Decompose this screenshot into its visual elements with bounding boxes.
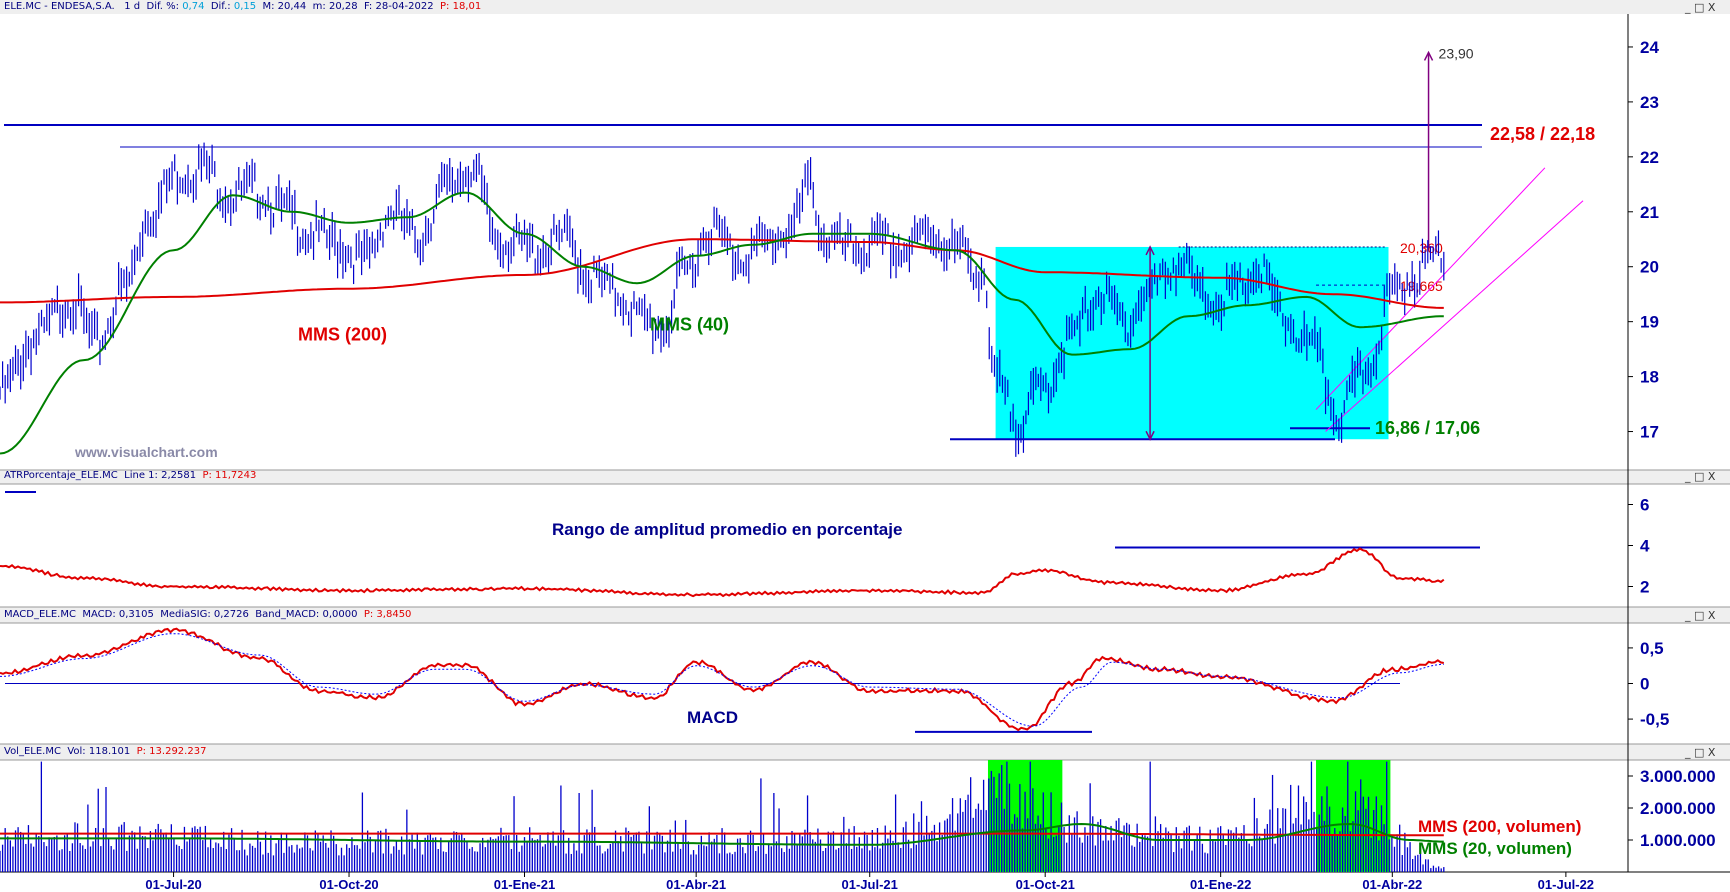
period: 1 d — [124, 1, 141, 12]
x-tick-label: 01-Abr-22 — [1362, 877, 1422, 892]
x-tick-label: 01-Ene-21 — [494, 877, 555, 892]
target-label: 23,90 — [1439, 45, 1474, 61]
watermark: www.visualchart.com — [74, 444, 218, 460]
atr-panel: Rango de amplitud promedio en porcentaje — [0, 491, 1480, 598]
mms-40-line — [0, 191, 1444, 455]
volume-header: Vol_ELE.MC Vol: 118.101 P: 13.292.237 — [4, 746, 207, 757]
y-tick-label: 0 — [1640, 675, 1649, 694]
macd-title: MACD — [687, 708, 738, 727]
volume-panel: MMS (200, volumen) MMS (20, volumen) — [0, 760, 1581, 872]
y-tick-label: 24 — [1640, 38, 1659, 57]
volume-mms-200-line — [0, 832, 1444, 837]
atr-header: ATRPorcentaje_ELE.MC Line 1: 2,2581 P: 1… — [4, 470, 257, 481]
y-tick-label: 19 — [1640, 313, 1659, 332]
axes: 17181920212223242460,50-0,51.000.0002.00… — [145, 38, 1715, 892]
macd-panel: MACD — [0, 627, 1444, 733]
panel-header-strip — [0, 607, 1730, 623]
x-tick-label: 01-Jul-20 — [145, 877, 201, 892]
y-tick-label: 2 — [1640, 578, 1649, 597]
macd-line — [0, 627, 1444, 732]
panel-header-strip — [0, 470, 1730, 484]
y-tick-label: 2.000.000 — [1640, 799, 1716, 818]
level-19665-label: 19,665 — [1400, 278, 1443, 294]
window-controls-macd[interactable]: _ □ X — [1685, 609, 1716, 622]
macd-header: MACD_ELE.MC MACD: 0,3105 MediaSIG: 0,272… — [4, 609, 412, 620]
x-tick-label: 01-Oct-20 — [319, 877, 378, 892]
y-tick-label: 21 — [1640, 203, 1659, 222]
x-tick-label: 01-Jul-22 — [1538, 877, 1594, 892]
atr-title: Rango de amplitud promedio en porcentaje — [552, 520, 902, 539]
y-tick-label: 3.000.000 — [1640, 767, 1716, 786]
support-label: 16,86 / 17,06 — [1375, 418, 1480, 438]
panel-header-strip — [0, 0, 1730, 14]
range-measure-arrow-bottom — [1145, 430, 1155, 441]
chart-background — [0, 0, 1730, 760]
atr-line — [0, 547, 1445, 598]
y-tick-label: 20 — [1640, 258, 1659, 277]
target-arrow-head — [1423, 50, 1434, 61]
y-tick-label: -0,5 — [1640, 710, 1669, 729]
volume-mms-20-line — [0, 822, 1444, 846]
x-tick-label: 01-Abr-21 — [666, 877, 726, 892]
x-tick-label: 01-Oct-21 — [1016, 877, 1075, 892]
x-tick-label: 01-Jul-21 — [842, 877, 898, 892]
macd-signal-line — [0, 633, 1444, 727]
volume-mms-200-label: MMS (200, volumen) — [1418, 817, 1581, 836]
mms-200-label: MMS (200) — [298, 325, 387, 345]
panel-header-strip — [0, 744, 1730, 760]
main-header: ELE.MC - ENDESA,S.A. 1 d Dif. %: 0,74 Di… — [4, 1, 482, 12]
y-tick-label: 22 — [1640, 148, 1659, 167]
y-tick-label: 0,5 — [1640, 639, 1664, 658]
resistance-label: 22,58 / 22,18 — [1490, 124, 1595, 144]
y-tick-label: 23 — [1640, 93, 1659, 112]
symbol: ELE.MC - ENDESA,S.A. — [4, 1, 115, 12]
level-20360-label: 20,360 — [1400, 240, 1443, 256]
channel-upper — [1315, 167, 1546, 410]
y-tick-label: 1.000.000 — [1640, 831, 1716, 850]
volume-mms-20-label: MMS (20, volumen) — [1418, 839, 1572, 858]
y-tick-label: 17 — [1640, 423, 1659, 442]
mms-200-line — [0, 238, 1444, 309]
mms-40-label: MMS (40) — [650, 315, 729, 335]
window-controls-atr[interactable]: _ □ X — [1685, 470, 1716, 483]
price-panel: 22,58 / 22,18 16,86 / 17,06 20,360 19,665 23… — [0, 45, 1595, 460]
y-tick-label: 18 — [1640, 368, 1659, 387]
y-tick-label: 6 — [1640, 496, 1649, 515]
range-measure-arrow-top — [1145, 245, 1155, 256]
y-tick-label: 4 — [1640, 537, 1650, 556]
window-controls-main[interactable]: _ □ X — [1685, 1, 1716, 14]
x-tick-label: 01-Ene-22 — [1190, 877, 1251, 892]
channel-lower — [1325, 200, 1584, 432]
window-controls-volume[interactable]: _ □ X — [1685, 746, 1716, 759]
panel-frames — [0, 14, 1730, 873]
